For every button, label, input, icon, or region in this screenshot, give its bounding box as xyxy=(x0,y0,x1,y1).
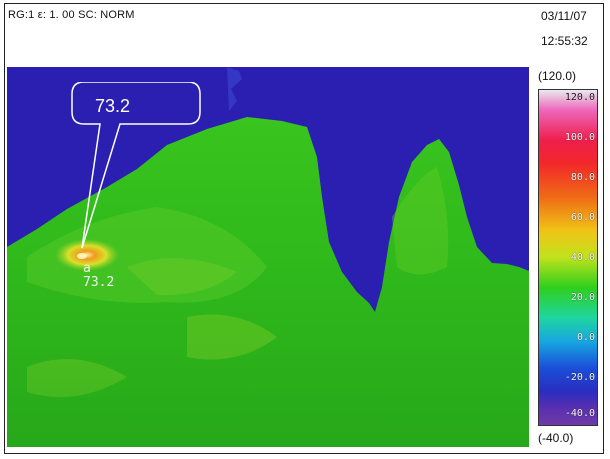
time-readout: 12:55:32 xyxy=(541,34,588,48)
rock-mass xyxy=(7,117,529,447)
spot-marker-value: 73.2 xyxy=(83,275,115,290)
range-min-label: (-40.0) xyxy=(538,431,574,445)
color-scale-bar: 120.0 100.0 80.0 60.0 40.0 20.0 0.0 -20.… xyxy=(538,89,598,426)
range-max-label: (120.0) xyxy=(538,69,577,83)
spot-marker: a 73.2 xyxy=(83,262,114,290)
scale-tick: 60.0 xyxy=(570,212,595,223)
callout-value: 73.2 xyxy=(95,96,131,116)
callout-bubble xyxy=(71,82,201,249)
scale-tick: 120.0 xyxy=(564,92,595,103)
hotspot xyxy=(55,239,119,271)
status-readout: RG:1 ε: 1. 00 SC: NORM xyxy=(8,9,135,21)
scale-tick: 20.0 xyxy=(570,292,595,303)
thermal-image xyxy=(7,67,529,447)
scale-tick: 100.0 xyxy=(564,132,595,143)
scale-tick: -20.0 xyxy=(564,372,595,383)
scale-tick: 0.0 xyxy=(576,332,595,343)
date-readout: 03/11/07 xyxy=(541,9,587,23)
spot-marker-letter: a xyxy=(83,261,91,276)
scale-tick: 80.0 xyxy=(570,172,595,183)
scale-tick: -40.0 xyxy=(564,408,595,419)
scale-tick: 40.0 xyxy=(570,252,595,263)
